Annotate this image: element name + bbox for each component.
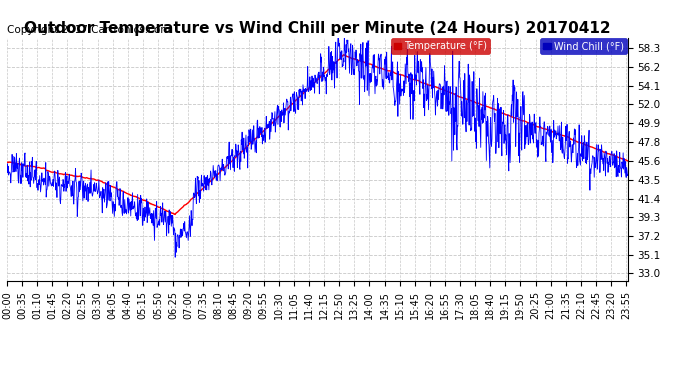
Text: Copyright 2017 Cartronics.com: Copyright 2017 Cartronics.com bbox=[7, 25, 170, 35]
Title: Outdoor Temperature vs Wind Chill per Minute (24 Hours) 20170412: Outdoor Temperature vs Wind Chill per Mi… bbox=[24, 21, 611, 36]
Legend: Temperature (°F): Temperature (°F) bbox=[391, 39, 491, 54]
